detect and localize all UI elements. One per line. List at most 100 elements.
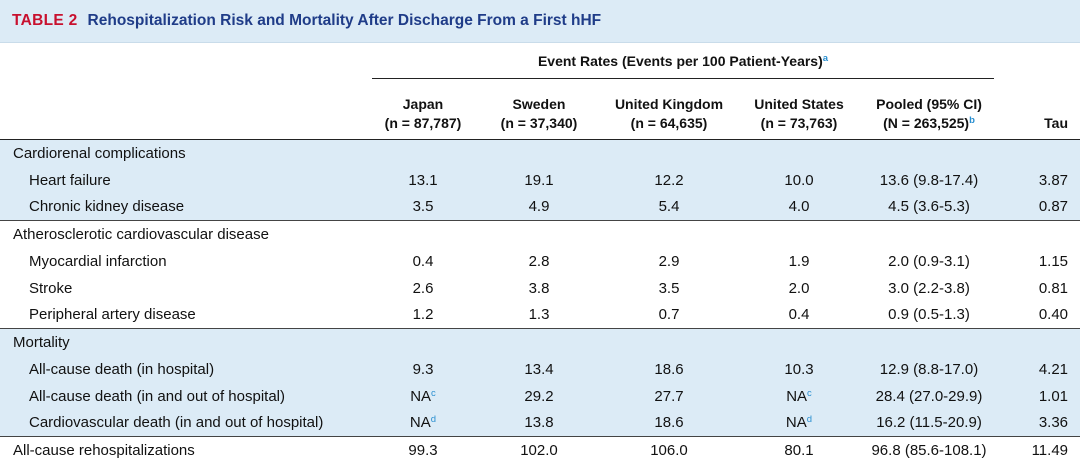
cell-value: 3.5 (658, 279, 680, 297)
column-header-n: (n = 64,635) (630, 115, 708, 131)
table-cell: NAc (734, 383, 864, 410)
table-cell: 2.8 (474, 248, 604, 275)
table-row: Heart failure 13.1 19.1 12.2 10.0 13.6 (9.8-1… (0, 166, 1080, 194)
table-cell: 10.0 (734, 167, 864, 194)
table-cell: 3.5 (604, 275, 734, 302)
row-label: Cardiovascular death (in and out of hosp… (29, 414, 324, 432)
cell-value: 102.0 (520, 441, 558, 459)
row-label: All-cause death (in and out of hospital) (29, 387, 285, 405)
cell-value: 80.1 (784, 441, 814, 459)
table-row: Myocardial infarction 0.4 2.8 2.9 1.9 2.0 (0.… (0, 248, 1080, 275)
data-table: Event Rates (Events per 100 Patient-Year… (0, 43, 1080, 464)
table-cell: 5.4 (604, 194, 734, 221)
cell-value: 12.2 (654, 171, 684, 189)
table-cell: 13.6 (9.8-17.4) (864, 167, 994, 194)
cell-value: 12.9 (8.8-17.0) (879, 360, 979, 378)
column-header: Pooled (95% CI) (N = 263,525)b (864, 78, 995, 140)
table-cell: 29.2 (474, 383, 604, 410)
tau-cell: 4.21 (1038, 360, 1069, 378)
table-cell: 102.0 (474, 436, 604, 464)
footnote-marker: b (969, 115, 975, 126)
table-cell: 99.3 (372, 436, 474, 464)
cell-value: 13.1 (408, 171, 438, 189)
table-cell: 9.3 (372, 356, 474, 383)
cell-value: 1.9 (788, 252, 810, 270)
table-cell: 4.9 (474, 194, 604, 221)
cell-value: NA (410, 387, 432, 405)
cell-value: 3.0 (2.2-3.8) (888, 279, 970, 297)
table-cell: 3.8 (474, 275, 604, 302)
table-cell: NAd (372, 410, 474, 437)
table-row: All-cause rehospitalizations 99.3 102.0 106… (0, 436, 1080, 464)
table-cell: 1.3 (474, 302, 604, 329)
table-caption: Rehospitalization Risk and Mortality Aft… (87, 12, 602, 29)
cell-value: 10.3 (784, 360, 814, 378)
section-label: Mortality (0, 328, 1080, 356)
cell-value: 0.4 (788, 306, 810, 324)
cell-value: 2.0 (0.9-3.1) (888, 252, 970, 270)
table-cell: 1.9 (734, 248, 864, 275)
column-header-name: Sweden (512, 96, 566, 112)
cell-value: 4.9 (528, 198, 550, 216)
table-cell: 13.8 (474, 410, 604, 437)
column-header-n: (n = 73,763) (760, 115, 838, 131)
table-cell: 106.0 (604, 436, 734, 464)
tau-cell: 0.81 (1038, 279, 1069, 297)
section-row: Mortality (0, 328, 1080, 356)
column-header-name: United Kingdom (614, 96, 724, 112)
cell-value: 16.2 (11.5-20.9) (876, 414, 982, 432)
table-cell: 4.5 (3.6-5.3) (864, 194, 994, 221)
column-header: United States (n = 73,763) (734, 78, 864, 140)
table-cell: 0.7 (604, 302, 734, 329)
table-cell: 1.2 (372, 302, 474, 329)
column-header-n: (N = 263,525) (883, 115, 970, 131)
section-row: Atherosclerotic cardiovascular disease (0, 220, 1080, 248)
cell-value: 18.6 (654, 414, 684, 432)
column-header-n: (n = 87,787) (384, 115, 462, 131)
table-cell: 27.7 (604, 383, 734, 410)
row-label: All-cause death (in hospital) (29, 360, 215, 378)
cell-value: 2.0 (788, 279, 810, 297)
cell-value: 13.6 (9.8-17.4) (879, 171, 979, 189)
table-cell: 96.8 (85.6-108.1) (864, 436, 995, 464)
cell-value: 28.4 (27.0-29.9) (875, 387, 983, 405)
section-row: Cardiorenal complications (0, 139, 1080, 167)
table-cell: 12.2 (604, 167, 734, 194)
table-cell: NAc (372, 383, 474, 410)
cell-value: 4.0 (788, 198, 810, 216)
footnote-marker: d (806, 414, 813, 426)
tau-cell: 3.87 (1038, 171, 1069, 189)
cell-value: 2.6 (412, 279, 434, 297)
cell-value: 27.7 (654, 387, 684, 405)
cell-value: 9.3 (412, 360, 434, 378)
table-cell: 16.2 (11.5-20.9) (864, 410, 994, 437)
cell-value: 18.6 (654, 360, 684, 378)
cell-value: 4.5 (3.6-5.3) (888, 198, 970, 216)
table-cell: 3.0 (2.2-3.8) (864, 275, 994, 302)
table-title: TABLE 2 Rehospitalization Risk and Morta… (0, 0, 1080, 43)
footnote-marker: c (807, 387, 812, 399)
table-cell: 2.0 (0.9-3.1) (864, 248, 994, 275)
column-header-n: (n = 37,340) (500, 115, 578, 131)
table-cell: 18.6 (604, 356, 734, 383)
table-cell: 0.4 (734, 302, 864, 329)
table-cell: 80.1 (734, 436, 864, 464)
table-cell: NAd (734, 410, 864, 437)
footnote-marker: d (430, 414, 437, 426)
table-cell: 4.0 (734, 194, 864, 221)
column-header-name: United States (754, 96, 844, 112)
table-cell: 2.0 (734, 275, 864, 302)
table-cell: 19.1 (474, 167, 604, 194)
table-cell: 3.5 (372, 194, 474, 221)
column-header: Japan (n = 87,787) (372, 78, 474, 140)
column-header-name: Japan (402, 96, 444, 112)
cell-value: NA (409, 414, 431, 432)
table-row: All-cause death (in hospital) 9.3 13.4 18.6… (0, 355, 1080, 383)
column-header-tau: Tau (994, 78, 1080, 140)
footnote-marker: a (822, 52, 829, 64)
table-row: Stroke 2.6 3.8 3.5 2.0 3.0 (2.2-3.8) 0.81 (0, 275, 1080, 302)
tau-cell: 0.40 (1038, 306, 1069, 324)
cell-value: 1.2 (412, 306, 434, 324)
row-label: Peripheral artery disease (29, 306, 196, 324)
row-label: Myocardial infarction (29, 252, 167, 270)
